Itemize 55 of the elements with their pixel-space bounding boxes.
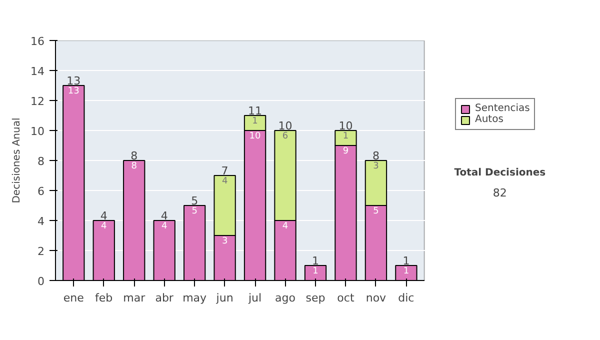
x-tick-label: nov: [366, 292, 387, 304]
data-label: 6: [282, 131, 288, 142]
data-label: 1: [342, 131, 349, 142]
data-label: 9: [342, 146, 349, 156]
y-tick-label: 14: [30, 65, 45, 78]
x-tick-label: mar: [123, 292, 146, 304]
data-label: 3: [222, 236, 228, 246]
total-label: 8: [372, 150, 380, 162]
x-tick-label: jul: [247, 292, 262, 304]
text: 82: [492, 186, 507, 200]
y-tick-label: 4: [38, 215, 44, 228]
x-tick-label: dic: [398, 292, 414, 304]
total-label: 4: [160, 210, 168, 222]
data-label: 4: [101, 221, 108, 232]
total-label: 13: [66, 74, 81, 88]
data-label: 4: [282, 221, 288, 232]
data-label: 5: [373, 206, 379, 216]
legend-label: Sentencias: [475, 103, 530, 114]
x-tick-label: ago: [275, 292, 296, 304]
y-tick-label: 6: [38, 185, 44, 198]
text: Total Decisiones: [454, 168, 546, 178]
total-label: 10: [338, 120, 353, 132]
total-label: 5: [191, 194, 198, 208]
y-tick-label: 2: [38, 245, 44, 258]
data-label: 4: [161, 221, 168, 232]
total-label: 4: [100, 210, 108, 222]
data-label: 4: [222, 176, 228, 186]
x-tick-label: abr: [155, 292, 174, 304]
data-label: 10: [249, 131, 262, 142]
y-axis-title: Decisiones Anual: [12, 118, 23, 204]
x-tick-label: jun: [215, 292, 234, 304]
x-tick-label: ene: [63, 292, 84, 304]
total-label: 8: [130, 150, 138, 162]
data-label: 1: [312, 266, 318, 276]
x-tick-label: may: [182, 292, 208, 304]
total-label: 1: [312, 254, 319, 268]
total-label: 1: [402, 254, 410, 268]
data-label: 1: [252, 116, 258, 126]
y-tick-label: 10: [30, 125, 45, 138]
data-label: 5: [192, 206, 198, 216]
legend-label: Autos: [475, 114, 504, 125]
x-tick-label: feb: [95, 292, 113, 304]
total-label: 10: [278, 120, 292, 132]
data-label: 8: [131, 161, 138, 172]
x-tick-label: oct: [337, 292, 355, 304]
y-tick-label: 0: [38, 275, 44, 288]
y-tick-label: 8: [38, 155, 44, 168]
y-tick-label: 16: [30, 35, 45, 48]
total-label: 7: [221, 164, 228, 178]
data-label: 1: [403, 266, 410, 276]
data-label: 3: [373, 161, 379, 172]
x-tick-label: sep: [306, 292, 326, 304]
total-label: 11: [248, 104, 262, 118]
data-label: 13: [68, 86, 80, 96]
y-tick-label: 12: [30, 95, 45, 108]
